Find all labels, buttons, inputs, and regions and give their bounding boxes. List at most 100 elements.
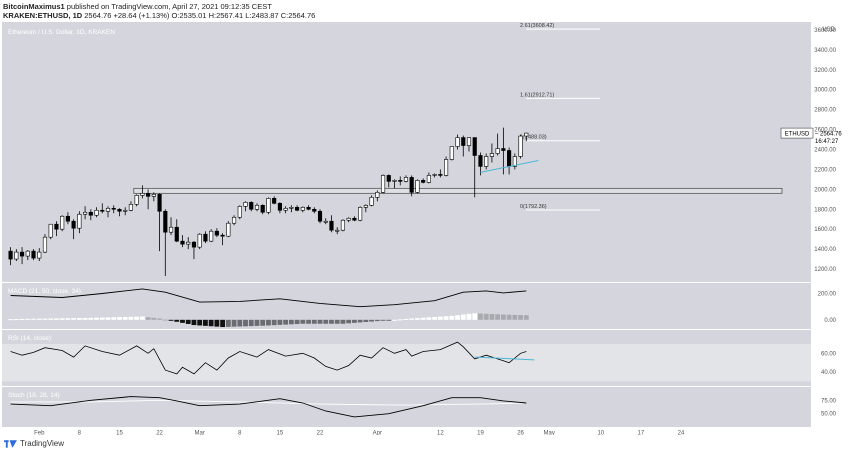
macd-histogram-bar — [237, 319, 243, 327]
chart-canvas[interactable]: Ethereum / U.S. Dollar, 1D, KRAKEN USD120… — [0, 22, 850, 435]
macd-histogram-bar — [346, 319, 352, 324]
price-label-symbol-box — [780, 127, 814, 139]
macd-histogram-bar — [277, 319, 283, 325]
candle-body — [105, 207, 111, 212]
symbol-label: KRAKEN:ETHUSD, 1D — [3, 11, 83, 20]
candle-body — [421, 180, 426, 183]
candle-body — [8, 250, 13, 260]
candle-body — [203, 233, 208, 242]
macd-histogram-bar — [415, 318, 420, 320]
macd-histogram-bar — [392, 319, 397, 321]
time-tick-label: 17 — [638, 431, 645, 436]
author-name: BitcoinMaximus1 — [3, 2, 65, 11]
macd-histogram-bar — [443, 316, 449, 320]
candle-body — [71, 220, 76, 229]
fib-level-label: 1.61(2912.71) — [520, 92, 554, 98]
candle-body — [375, 192, 380, 198]
candle-body — [140, 193, 145, 196]
candle-body — [42, 236, 48, 253]
stoch-k-line — [10, 396, 527, 418]
macd-histogram-bar — [432, 316, 438, 320]
macd-histogram-bar — [231, 319, 237, 327]
macd-histogram-bar — [54, 318, 59, 320]
candle-body — [524, 132, 529, 137]
macd-histogram-bar — [48, 318, 54, 320]
rsi-divergence-line — [474, 356, 535, 361]
macd-histogram-bar — [151, 317, 157, 320]
candle-body — [146, 193, 151, 197]
price-label-countdown: 16:47:27 — [815, 139, 839, 145]
macd-histogram-bar — [357, 319, 363, 323]
macd-histogram-bar — [460, 314, 466, 320]
pane-macd-background — [2, 283, 811, 329]
price-tick-label: 3600.00 — [814, 28, 836, 34]
macd-histogram-bar — [105, 317, 111, 320]
rsi-tick-label: 60.00 — [821, 351, 837, 357]
macd-histogram-bar — [363, 319, 369, 322]
time-tick-label: 22 — [317, 431, 324, 436]
candle-body — [455, 137, 460, 147]
candle-body — [369, 197, 374, 206]
candle-body — [54, 223, 59, 230]
candle-body — [426, 175, 431, 183]
price-tick-label: 1800.00 — [814, 207, 836, 213]
macd-histogram-bar — [139, 316, 145, 320]
macd-histogram-bar — [311, 319, 317, 324]
macd-line — [10, 288, 527, 308]
candle-body — [507, 150, 512, 167]
macd-histogram-bar — [380, 319, 386, 321]
macd-histogram-bar — [329, 319, 334, 324]
candle-body — [329, 220, 334, 231]
macd-histogram-bar — [59, 318, 65, 320]
candle-body — [37, 251, 42, 259]
candle-body — [48, 223, 53, 238]
macd-histogram-bar — [437, 316, 443, 320]
candle-body — [289, 206, 294, 209]
time-tick-label: 8 — [78, 431, 82, 436]
macd-histogram-bar — [294, 319, 300, 325]
macd-histogram-bar — [162, 319, 168, 321]
candle-body — [60, 215, 65, 230]
tradingview-branding[interactable]: TradingView — [4, 439, 64, 448]
macd-histogram-bar — [128, 316, 134, 320]
chart-title: Ethereum / U.S. Dollar, 1D, KRAKEN — [8, 29, 115, 36]
time-axis-background — [0, 428, 850, 435]
candle-body — [317, 210, 323, 222]
macd-histogram-bar — [254, 319, 260, 326]
candle-body — [134, 195, 139, 205]
macd-histogram-bar — [506, 314, 512, 320]
macd-histogram-bar — [122, 316, 128, 320]
macd-histogram-bar — [455, 315, 460, 320]
candle-body — [306, 206, 311, 210]
candle-body — [260, 204, 265, 213]
candle-body — [438, 174, 443, 176]
macd-histogram-bar — [478, 313, 483, 320]
macd-histogram-bar — [495, 314, 501, 320]
price-tick-label: 3000.00 — [814, 88, 836, 94]
candle-body — [237, 205, 242, 218]
candle-body — [312, 208, 317, 212]
price-tick-label: 2800.00 — [814, 108, 836, 114]
candle-body — [214, 230, 219, 236]
rsi-tick-label: 40.00 — [821, 370, 837, 376]
candle-body — [83, 211, 88, 215]
candle-body — [478, 155, 483, 167]
candle-body — [151, 194, 156, 197]
macd-histogram-bar — [13, 319, 19, 321]
candle-body — [489, 153, 494, 157]
candle-body — [403, 177, 409, 182]
candle-body — [180, 240, 185, 245]
macd-histogram-bar — [512, 314, 518, 320]
macd-histogram-bar — [449, 315, 455, 320]
macd-histogram-bar — [420, 317, 426, 320]
macd-histogram-bar — [174, 319, 180, 322]
fib-level-label: 2.61(3608.42) — [520, 23, 554, 29]
candle-body — [300, 206, 305, 211]
support-zone-box — [133, 187, 783, 194]
candle-body — [231, 216, 237, 224]
price-change: +28.64 (+1.13%) — [113, 11, 170, 20]
time-tick-label: May — [544, 431, 555, 436]
candle-body — [31, 250, 36, 259]
stoch-tick-label: 50.00 — [821, 412, 837, 418]
macd-histogram-bar — [65, 318, 71, 320]
